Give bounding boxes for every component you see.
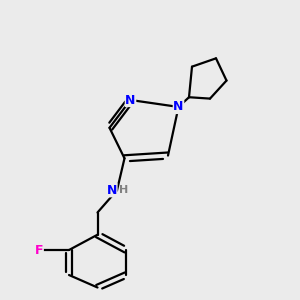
Text: N: N xyxy=(173,100,184,113)
Text: N: N xyxy=(125,94,136,106)
Text: F: F xyxy=(35,244,43,256)
Text: N: N xyxy=(106,184,117,197)
Text: H: H xyxy=(118,185,128,195)
